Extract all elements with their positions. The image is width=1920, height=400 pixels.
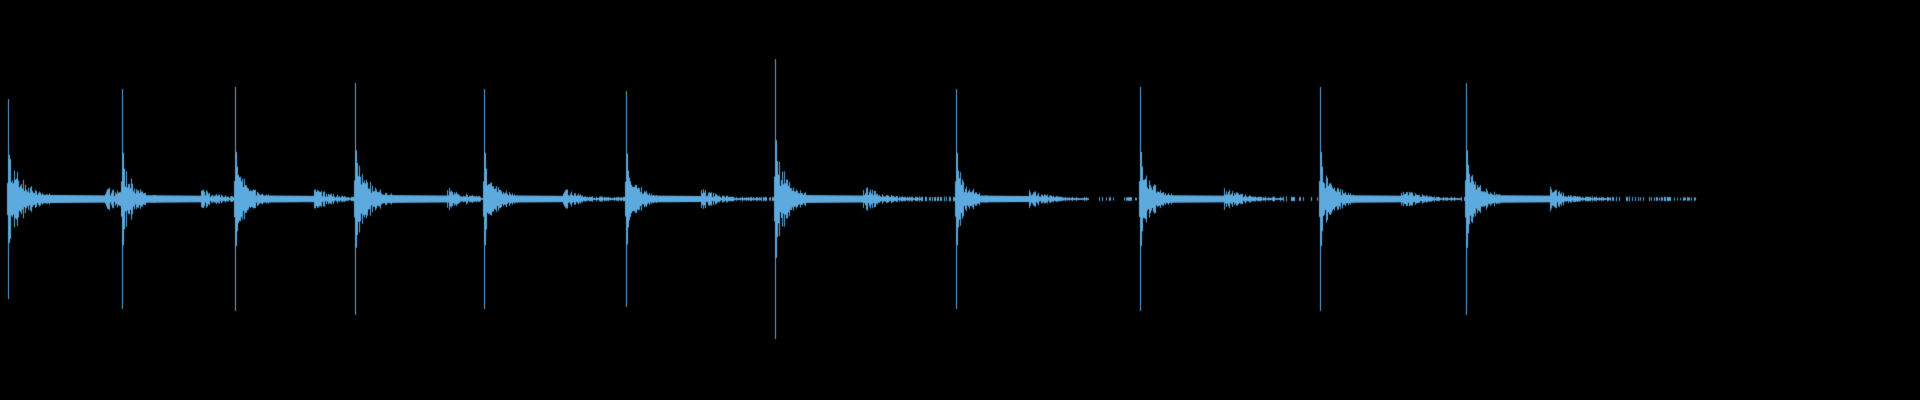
waveform-canvas[interactable] <box>0 0 1920 400</box>
audio-waveform-viewer[interactable] <box>0 0 1920 400</box>
